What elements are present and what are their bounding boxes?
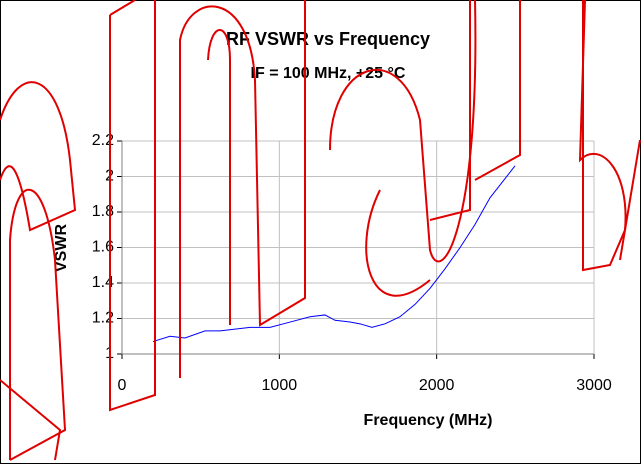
y-tick-label: 2.2 xyxy=(92,132,114,149)
x-axis-title: Frequency (MHz) xyxy=(364,412,493,429)
x-tick-label: 3000 xyxy=(576,377,612,394)
x-tick-label: 1000 xyxy=(262,377,298,394)
chart-subtitle: IF = 100 MHz, +25 °C xyxy=(251,65,406,82)
y-tick-label: 1.2 xyxy=(92,310,114,327)
plot-area: 11.21.41.61.822.20 1000 2000 3000 xyxy=(92,132,612,394)
y-axis-title: VSWR xyxy=(53,224,70,272)
chart-title: RF VSWR vs Frequency xyxy=(226,29,430,49)
y-tick-label: 1.8 xyxy=(92,203,114,220)
x-tick-label: 2000 xyxy=(419,377,455,394)
y-tick-label: 1.6 xyxy=(92,239,114,256)
x-tick-label: 0 xyxy=(118,377,127,394)
y-tick-label: 1.4 xyxy=(92,274,114,291)
data-line xyxy=(152,165,516,343)
